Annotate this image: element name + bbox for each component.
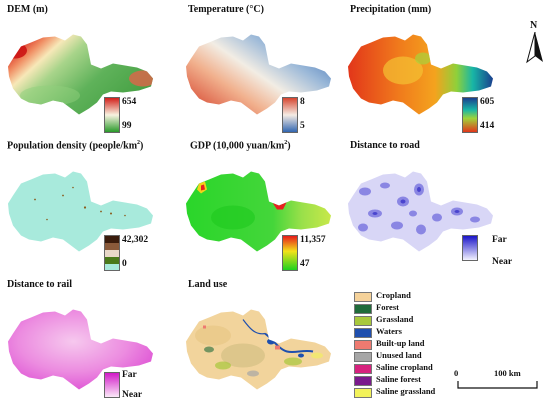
legend-label: Built-up land bbox=[376, 338, 425, 348]
landuse-map bbox=[186, 309, 331, 390]
population-max-label: 42,302 bbox=[122, 235, 149, 245]
legend-swatch bbox=[354, 352, 372, 362]
legend-swatch bbox=[354, 340, 372, 350]
dem-max-label: 654 bbox=[122, 97, 137, 107]
legend-swatch bbox=[354, 292, 372, 302]
precipitation-colorbar bbox=[462, 97, 478, 133]
rail-colorbar bbox=[104, 372, 120, 398]
population-colorbar bbox=[104, 235, 120, 271]
temperature-colorbar bbox=[282, 97, 298, 133]
legend-swatch bbox=[354, 376, 372, 386]
temperature-max-label: 8 bbox=[300, 97, 305, 107]
legend-swatch bbox=[354, 388, 372, 398]
road-map bbox=[348, 171, 493, 252]
gdp-min-label: 47 bbox=[300, 259, 310, 269]
road-max-label: Far bbox=[492, 235, 507, 245]
legend-label: Waters bbox=[376, 326, 402, 336]
north-label: N bbox=[530, 20, 538, 31]
legend-label: Saline forest bbox=[376, 374, 421, 384]
population-title: Population density (people/km2) bbox=[7, 140, 144, 152]
scale-bar: 0 100 km bbox=[454, 368, 545, 398]
landuse-title: Land use bbox=[188, 279, 228, 290]
legend-label: Saline cropland bbox=[376, 362, 433, 372]
legend-label: Forest bbox=[376, 302, 399, 312]
precipitation-title: Precipitation (mm) bbox=[350, 4, 432, 15]
rail-title: Distance to rail bbox=[7, 279, 72, 290]
gdp-max-label: 11,357 bbox=[300, 235, 326, 245]
legend-label: Cropland bbox=[376, 290, 411, 300]
precipitation-min-label: 414 bbox=[480, 121, 495, 131]
rail-max-label: Far bbox=[122, 370, 137, 380]
legend-swatch bbox=[354, 304, 372, 314]
legend-label: Unused land bbox=[376, 350, 422, 360]
rail-min-label: Near bbox=[122, 390, 143, 400]
population-map bbox=[8, 171, 153, 252]
precipitation-map bbox=[348, 34, 493, 115]
road-min-label: Near bbox=[492, 257, 513, 267]
scale-end-label: 100 km bbox=[494, 368, 521, 378]
road-colorbar bbox=[462, 235, 478, 261]
temperature-title: Temperature (°C) bbox=[188, 4, 264, 15]
dem-colorbar bbox=[104, 97, 120, 133]
temperature-min-label: 5 bbox=[300, 121, 305, 131]
dem-map bbox=[8, 34, 153, 115]
population-min-label: 0 bbox=[122, 259, 127, 269]
legend-label: Grassland bbox=[376, 314, 414, 324]
legend-label: Saline grassland bbox=[376, 386, 436, 396]
gdp-colorbar bbox=[282, 235, 298, 271]
landuse-legend: Cropland Forest Grassland Waters Built-up la… bbox=[354, 290, 464, 401]
temperature-map bbox=[186, 34, 331, 115]
north-arrow: N bbox=[525, 20, 545, 70]
legend-swatch bbox=[354, 328, 372, 338]
road-title: Distance to road bbox=[350, 140, 420, 151]
scale-start-label: 0 bbox=[454, 368, 459, 378]
gdp-title: GDP (10,000 yuan/km2) bbox=[190, 140, 291, 152]
legend-swatch bbox=[354, 316, 372, 326]
gdp-map bbox=[186, 171, 331, 252]
scale-bar-line bbox=[457, 381, 538, 389]
dem-min-label: 99 bbox=[122, 121, 132, 131]
dem-title: DEM (m) bbox=[7, 4, 48, 15]
legend-swatch bbox=[354, 364, 372, 374]
rail-map bbox=[8, 309, 153, 390]
north-arrow-icon bbox=[526, 32, 543, 64]
precipitation-max-label: 605 bbox=[480, 97, 495, 107]
